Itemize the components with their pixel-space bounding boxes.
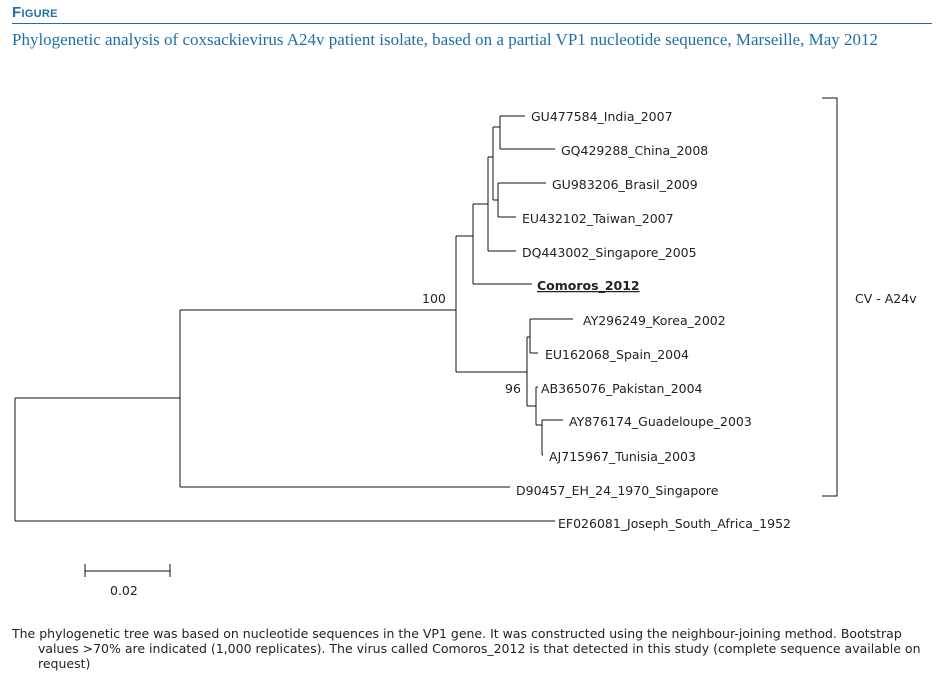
figure-label: Figure (12, 4, 58, 21)
taxon-label: D90457_EH_24_1970_Singapore (516, 483, 719, 498)
taxon-label: AY876174_Guadeloupe_2003 (569, 414, 752, 429)
taxon-label: GU983206_Brasil_2009 (552, 177, 698, 192)
taxon-label: AB365076_Pakistan_2004 (541, 381, 703, 396)
figure-title: Phylogenetic analysis of coxsackievirus … (12, 30, 878, 49)
figure-caption: The phylogenetic tree was based on nucle… (12, 626, 921, 671)
taxon-label: EU432102_Taiwan_2007 (522, 211, 674, 226)
taxon-label: DQ443002_Singapore_2005 (522, 245, 697, 260)
clade-label: CV - A24v (855, 291, 917, 306)
taxon-label: AY296249_Korea_2002 (583, 313, 726, 328)
scale-bar-label: 0.02 (110, 583, 138, 598)
taxon-label: GU477584_India_2007 (531, 109, 673, 124)
bootstrap-value: 96 (505, 381, 521, 396)
bootstrap-value: 100 (422, 291, 446, 306)
highlighted-taxon-label: Comoros_2012 (537, 278, 640, 294)
clade-bracket (822, 97, 838, 497)
header-rule (12, 23, 932, 24)
taxon-label: EU162068_Spain_2004 (545, 347, 689, 362)
taxon-label: EF026081_Joseph_South_Africa_1952 (558, 516, 791, 531)
taxon-label: AJ715967_Tunisia_2003 (549, 449, 696, 464)
taxon-label: GQ429288_China_2008 (561, 143, 708, 158)
